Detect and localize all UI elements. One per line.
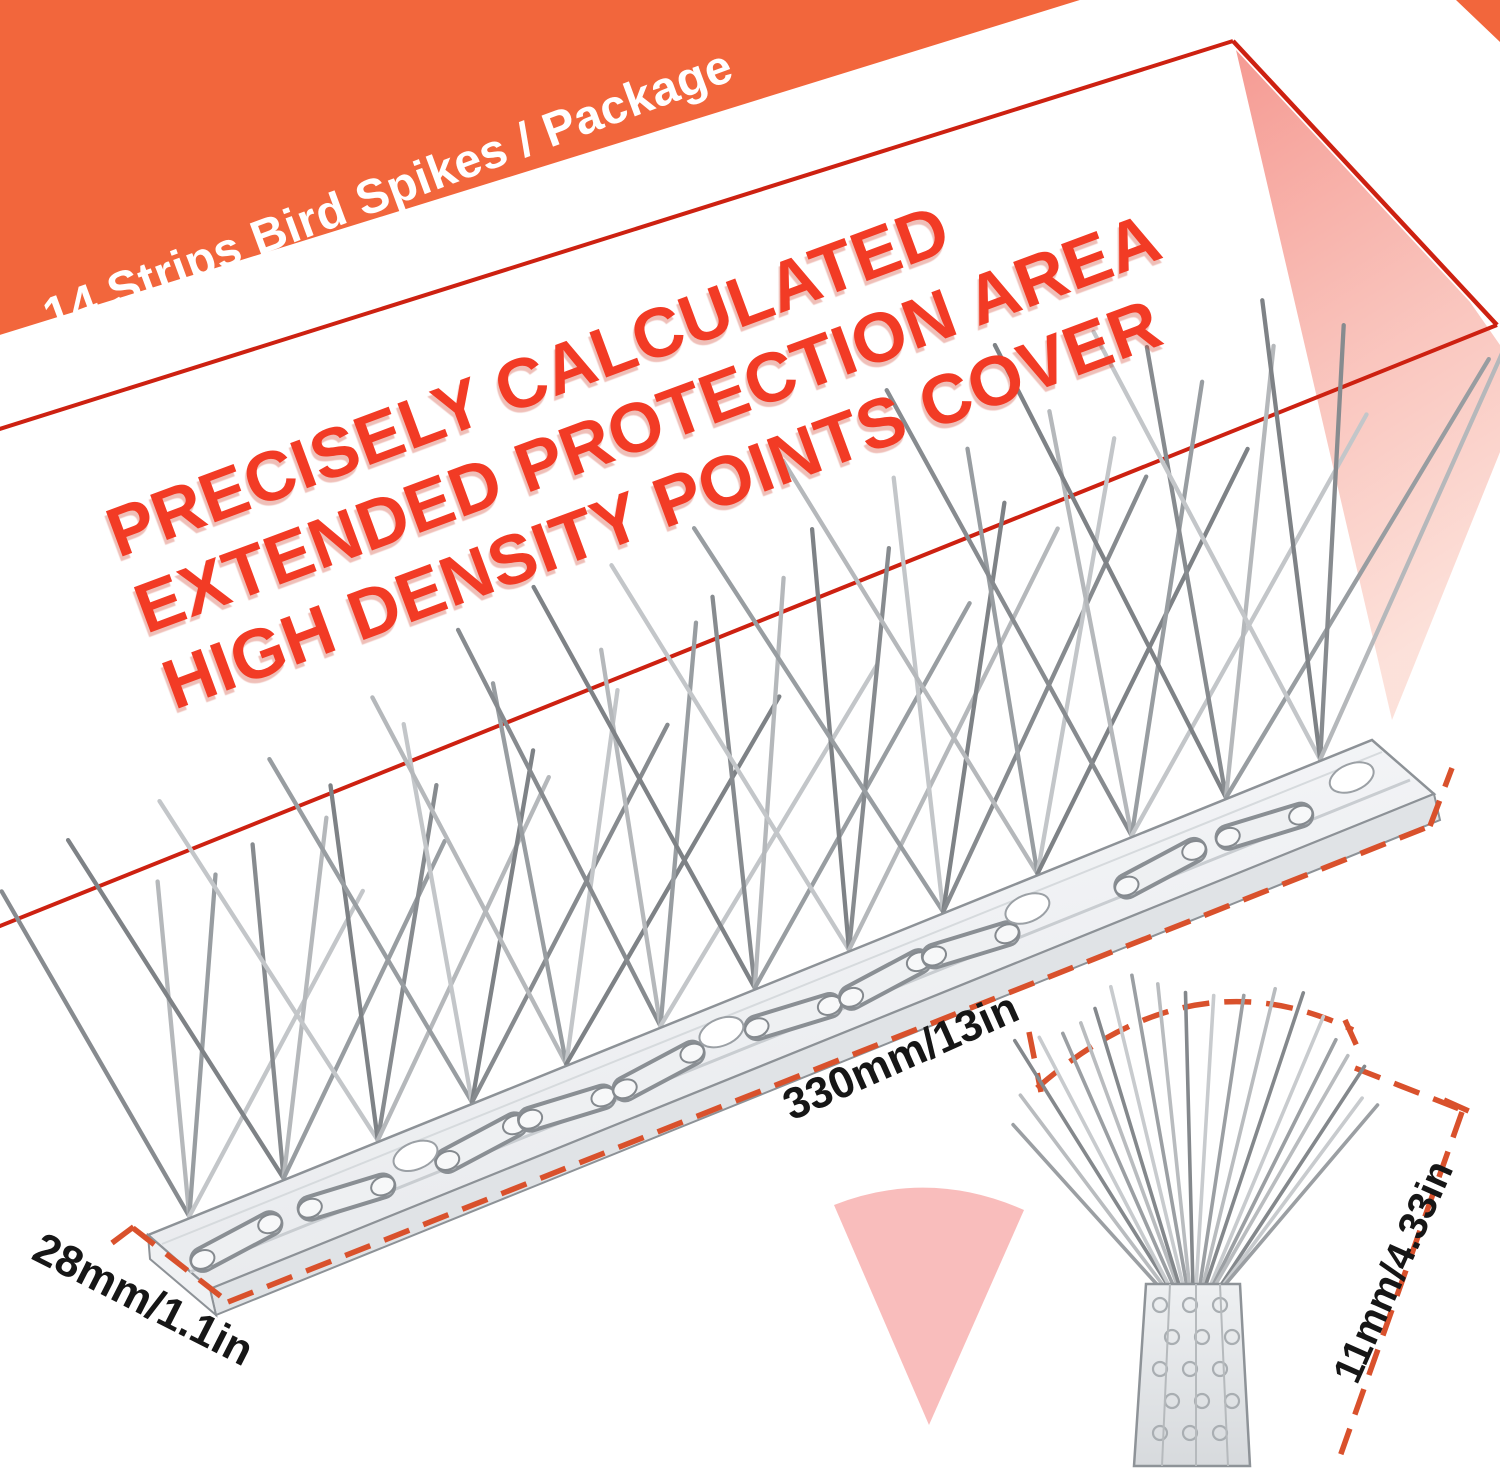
protection-beam (1236, 50, 1500, 720)
dimension-arc-fan (1035, 998, 1355, 1091)
spike-fan-detail (1011, 973, 1380, 1468)
spike-wires (0, 298, 1500, 1219)
mounting-holes (392, 761, 1375, 1172)
corner-ribbon (1456, 0, 1500, 42)
dimension-line-width (131, 1225, 230, 1305)
fan-base-texture (1151, 1283, 1241, 1467)
protection-plane-outline (0, 39, 1499, 929)
protection-wedge (834, 1187, 1024, 1425)
dimension-tick-length-end (1427, 767, 1455, 827)
dimension-tick-height-top (1442, 1097, 1482, 1119)
dimension-line-height (1334, 1111, 1465, 1466)
embossed-clips (189, 801, 1315, 1273)
banner-ribbon (0, 0, 1080, 335)
dimension-lines (110, 767, 1482, 1466)
dimension-tick-arc-right (1342, 1018, 1363, 1055)
dimension-tick-width-top (110, 1219, 142, 1246)
dimension-line-length (226, 823, 1432, 1305)
